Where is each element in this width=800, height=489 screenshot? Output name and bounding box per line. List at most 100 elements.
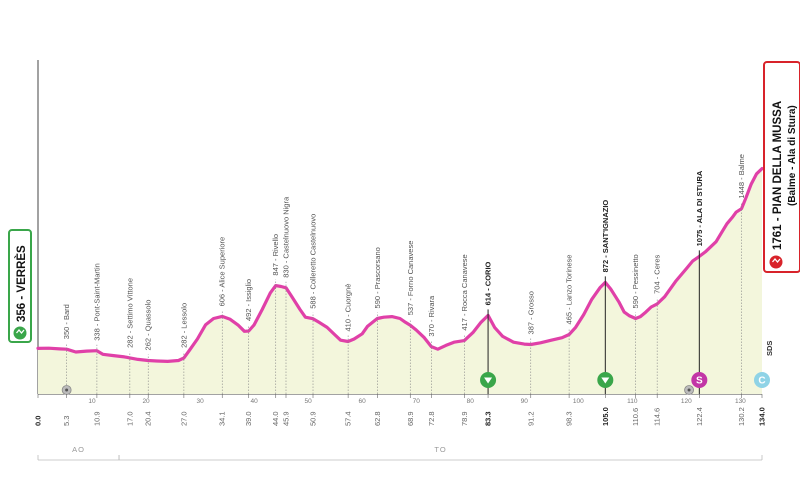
waypoint-name: - Balme	[737, 154, 746, 182]
finish-badge-frame	[763, 61, 800, 273]
waypoint-name: - Settimo Vittone	[125, 278, 134, 335]
km-label: 39.0	[244, 411, 253, 426]
waypoint-label: 417 - Rocca Canavese	[460, 254, 469, 330]
profile-line	[36, 167, 764, 363]
waypoint-label: 370 - Rivara	[427, 295, 436, 337]
km-label: 27.0	[179, 411, 188, 426]
waypoint-label: 590 - Prascorsano	[373, 247, 382, 308]
dot-marker-center-icon	[65, 388, 69, 392]
waypoint-name: - Colleretto Castelnuovo	[309, 214, 318, 297]
waypoint-name: - Ceres	[653, 254, 662, 281]
waypoint-labels: 350 - Bard 338 - Pont-Saint-Martin 282 - S…	[62, 154, 746, 350]
finish-name: PIAN DELLA MUSSA	[772, 101, 784, 214]
waypoint-label: 588 - Colleretto Castelnuovo	[309, 214, 318, 309]
waypoint-name: - ALA DI STURA	[695, 170, 704, 230]
ten-km-label: 40	[251, 398, 259, 405]
start-flag-icon	[13, 326, 27, 340]
ten-km-label: 50	[305, 398, 313, 405]
finish-tag: SDS	[765, 341, 774, 356]
waypoint-name: - Lessolo	[179, 303, 188, 336]
waypoint-label: 410 - Cuorgnè	[344, 284, 353, 332]
waypoint-altitude: 537	[406, 303, 415, 316]
finish-label: 1761 - PIAN DELLA MUSSA	[772, 101, 784, 250]
finish-marker-label: C	[758, 376, 765, 387]
waypoint-name: - Quassolo	[144, 300, 153, 338]
ten-km-label: 70	[413, 398, 421, 405]
waypoint-label: 606 - Alice Superiore	[218, 237, 227, 307]
km-label: 5.3	[62, 416, 71, 426]
waypoint-altitude: 614	[484, 292, 493, 305]
waypoint-altitude: 338	[92, 328, 101, 341]
waypoint-label: 387 - Grosso	[526, 291, 535, 334]
km-label: 114.6	[653, 408, 662, 426]
waypoint-altitude: 465	[565, 312, 574, 325]
profile-area-group	[36, 167, 764, 394]
finish-marker-icon	[754, 372, 770, 388]
waypoint-altitude: 606	[218, 294, 227, 307]
km-label: 83.3	[484, 411, 493, 426]
km-label: 57.4	[344, 411, 353, 426]
climb-triangle-icon	[601, 377, 610, 384]
waypoint-label: 350 - Bard	[62, 304, 71, 339]
waypoint-label: 465 - Lanzo Torinese	[565, 255, 574, 325]
waypoint-altitude: 830	[281, 265, 290, 278]
waypoint-name: - Rocca Canavese	[460, 254, 469, 318]
km-label: 0.0	[34, 416, 43, 426]
waypoint-altitude: 282	[125, 335, 134, 348]
finish-flag-wave-icon	[772, 257, 781, 264]
waypoint-name: - Grosso	[526, 291, 535, 322]
km-label: 50.9	[309, 411, 318, 426]
km-label: 45.9	[281, 411, 290, 426]
waypoint-altitude: 492	[244, 309, 253, 322]
waypoint-altitude: 590	[631, 296, 640, 309]
km-label: 10.9	[92, 411, 101, 426]
ten-km-label: 60	[359, 398, 367, 405]
waypoint-label: 537 - Forno Canavese	[406, 241, 415, 316]
waypoint-name: - Pessinetto	[631, 254, 640, 296]
waypoint-name: - Castelnuovo Nigra	[281, 196, 290, 265]
dot-marker-center-icon	[687, 388, 691, 392]
ten-km-label: 10	[88, 398, 96, 405]
start-separator: -	[16, 293, 28, 303]
start-label: 356 - VERRÈS	[15, 245, 28, 322]
ten-km-label: 20	[142, 398, 150, 405]
km-label: 91.2	[526, 411, 535, 426]
waypoint-label: 1075 - ALA DI STURA	[695, 170, 704, 246]
finish-badge: 1761 - PIAN DELLA MUSSA (Balme - Ala di …	[763, 61, 800, 273]
km-label: 98.3	[565, 411, 574, 426]
climb-triangle-icon	[484, 377, 493, 384]
waypoint-label: 590 - Pessinetto	[631, 254, 640, 308]
waypoint-label: 282 - Lessolo	[179, 303, 188, 348]
ten-km-label: 130	[735, 398, 746, 405]
ten-km-label: 100	[573, 398, 584, 405]
waypoint-altitude: 410	[344, 319, 353, 332]
region-bar: AO TO	[37, 445, 763, 461]
waypoint-name: - Prascorsano	[373, 247, 382, 296]
waypoint-name: - Lanzo Torinese	[565, 255, 574, 312]
waypoint-name: - Bard	[62, 304, 71, 327]
waypoint-name: - Cuorgnè	[344, 284, 353, 319]
waypoint-label: 1448 - Balme	[737, 154, 746, 199]
waypoint-name: - Forno Canavese	[406, 241, 415, 303]
km-label: 44.0	[271, 411, 280, 426]
km-label: 78.9	[460, 411, 469, 426]
finish-flag-icon	[769, 255, 783, 269]
start-name: VERRÈS	[15, 245, 28, 293]
waypoint-altitude: 282	[179, 335, 188, 348]
km-label: 105.0	[601, 407, 610, 426]
finish-separator: -	[772, 214, 784, 224]
region-label: TO	[434, 445, 446, 454]
waypoint-name: - Pont-Saint-Martin	[92, 263, 101, 328]
waypoint-label: 282 - Settimo Vittone	[125, 278, 134, 348]
waypoint-altitude: 350	[62, 327, 71, 340]
km-axis: 0.0 5.3 10.9 17.0 20.4 27.0 34.1 39.0 44.0 45.9 50…	[34, 394, 767, 426]
start-badge-frame	[8, 229, 32, 343]
waypoint-altitude: 872	[601, 260, 610, 273]
waypoint-altitude: 588	[309, 296, 318, 309]
profile-area	[38, 168, 762, 394]
waypoint-altitude: 262	[144, 338, 153, 351]
km-label: 72.8	[427, 411, 436, 426]
region-label: AO	[72, 445, 85, 454]
